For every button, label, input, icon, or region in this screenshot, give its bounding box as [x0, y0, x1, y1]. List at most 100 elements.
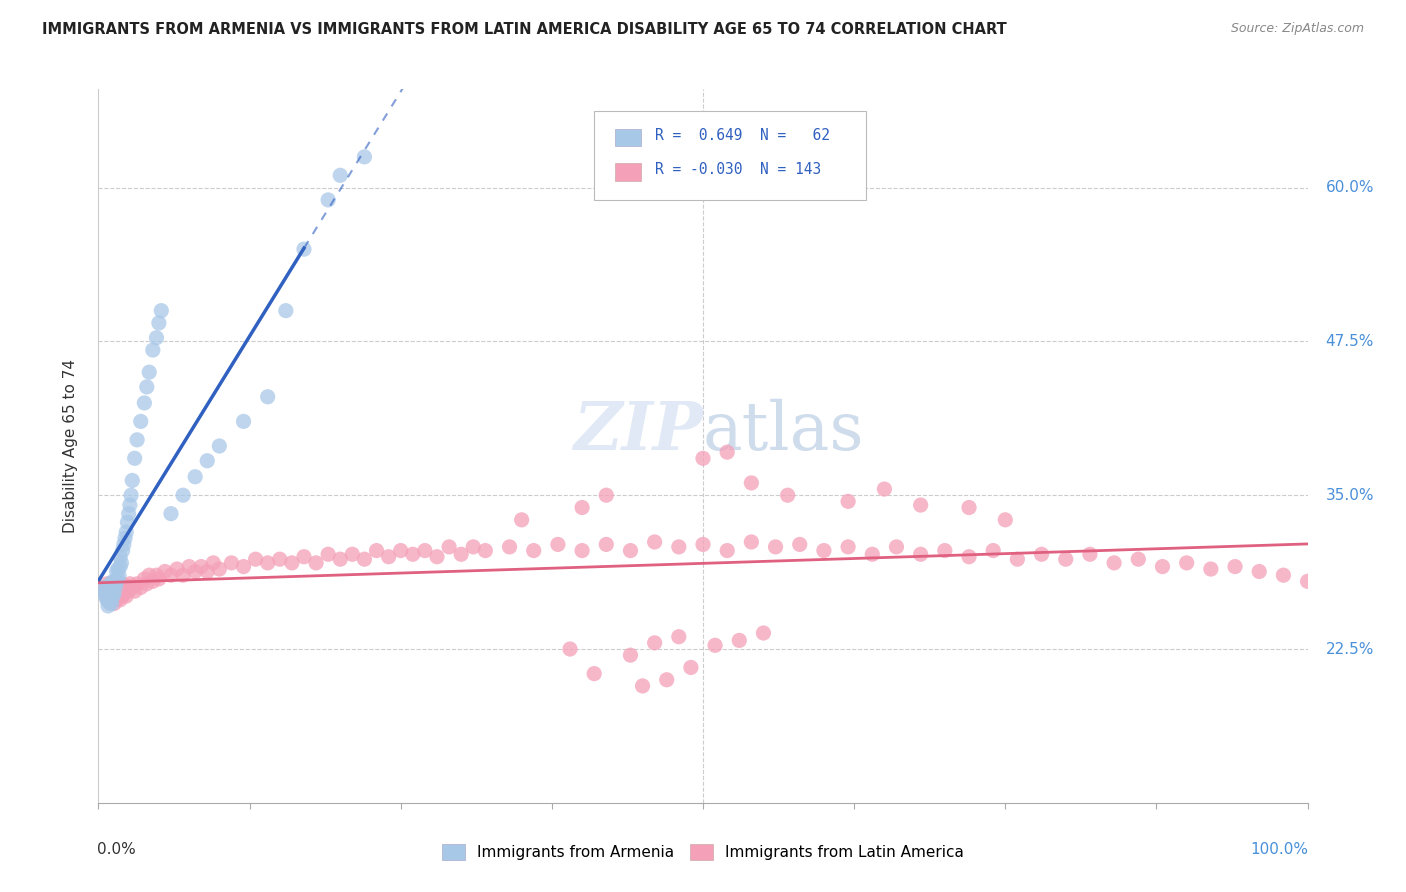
Point	[129, 414, 152, 428]
Point	[292, 242, 315, 256]
Point	[837, 540, 859, 554]
Point	[105, 584, 128, 599]
Point	[316, 547, 339, 561]
Y-axis label: Disability Age 65 to 74: Disability Age 65 to 74	[63, 359, 77, 533]
Point	[716, 445, 738, 459]
Point	[114, 584, 136, 599]
Point	[789, 537, 811, 551]
Point	[142, 574, 165, 589]
Point	[860, 547, 883, 561]
Point	[121, 581, 143, 595]
Point	[142, 343, 165, 357]
Text: atlas: atlas	[703, 399, 865, 465]
Point	[316, 193, 339, 207]
Point	[571, 500, 593, 515]
Point	[644, 636, 666, 650]
Point	[269, 552, 291, 566]
Point	[172, 568, 194, 582]
Point	[1102, 556, 1125, 570]
Point	[103, 587, 125, 601]
Point	[1054, 552, 1077, 566]
Point	[474, 543, 496, 558]
Text: R =  0.649  N =   62: R = 0.649 N = 62	[655, 128, 830, 143]
Point	[1078, 547, 1101, 561]
Point	[96, 589, 118, 603]
Point	[103, 576, 125, 591]
Point	[934, 543, 956, 558]
Point	[108, 584, 131, 599]
Point	[245, 552, 267, 566]
Point	[100, 576, 122, 591]
Point	[118, 576, 141, 591]
Point	[160, 568, 183, 582]
Point	[583, 666, 606, 681]
FancyBboxPatch shape	[614, 163, 641, 180]
Point	[112, 587, 135, 601]
Point	[105, 592, 128, 607]
Point	[93, 584, 115, 599]
Point	[704, 638, 727, 652]
Point	[765, 540, 787, 554]
Text: 35.0%: 35.0%	[1326, 488, 1374, 503]
Point	[377, 549, 399, 564]
Point	[910, 498, 932, 512]
Text: IMMIGRANTS FROM ARMENIA VS IMMIGRANTS FROM LATIN AMERICA DISABILITY AGE 65 TO 74: IMMIGRANTS FROM ARMENIA VS IMMIGRANTS FR…	[42, 22, 1007, 37]
Point	[98, 587, 121, 601]
Point	[353, 150, 375, 164]
Point	[111, 589, 134, 603]
Point	[837, 494, 859, 508]
Point	[100, 587, 122, 601]
Text: ZIP: ZIP	[574, 400, 703, 464]
Point	[96, 576, 118, 591]
Point	[450, 547, 472, 561]
Point	[1249, 565, 1271, 579]
Point	[571, 543, 593, 558]
Point	[353, 552, 375, 566]
Point	[118, 498, 141, 512]
Point	[716, 543, 738, 558]
Point	[195, 454, 218, 468]
Point	[1175, 556, 1198, 570]
Point	[101, 574, 124, 589]
Point	[644, 535, 666, 549]
Point	[994, 513, 1017, 527]
Point	[97, 584, 120, 599]
Point	[97, 592, 120, 607]
Point	[342, 547, 364, 561]
Point	[124, 451, 146, 466]
Text: 60.0%: 60.0%	[1326, 180, 1374, 195]
Point	[498, 540, 520, 554]
Point	[127, 433, 149, 447]
Point	[93, 581, 115, 595]
Point	[558, 642, 581, 657]
Point	[547, 537, 569, 551]
Point	[256, 556, 278, 570]
Point	[138, 568, 160, 582]
Point	[740, 475, 762, 490]
Text: 0.0%: 0.0%	[97, 842, 136, 857]
Point	[107, 579, 129, 593]
Point	[96, 592, 118, 607]
Point	[101, 579, 124, 593]
Point	[679, 660, 702, 674]
Point	[172, 488, 194, 502]
Point	[752, 626, 775, 640]
Point	[100, 576, 122, 591]
Point	[100, 589, 122, 603]
Point	[413, 543, 436, 558]
FancyBboxPatch shape	[595, 111, 866, 200]
Point	[1007, 552, 1029, 566]
Point	[108, 549, 131, 564]
Point	[100, 584, 122, 599]
Point	[148, 572, 170, 586]
Point	[221, 556, 243, 570]
Point	[104, 581, 127, 595]
Point	[108, 568, 131, 582]
Point	[105, 565, 128, 579]
Point	[107, 589, 129, 603]
Point	[100, 597, 122, 611]
Point	[103, 597, 125, 611]
Point	[523, 543, 546, 558]
Point	[101, 589, 124, 603]
Point	[728, 633, 751, 648]
